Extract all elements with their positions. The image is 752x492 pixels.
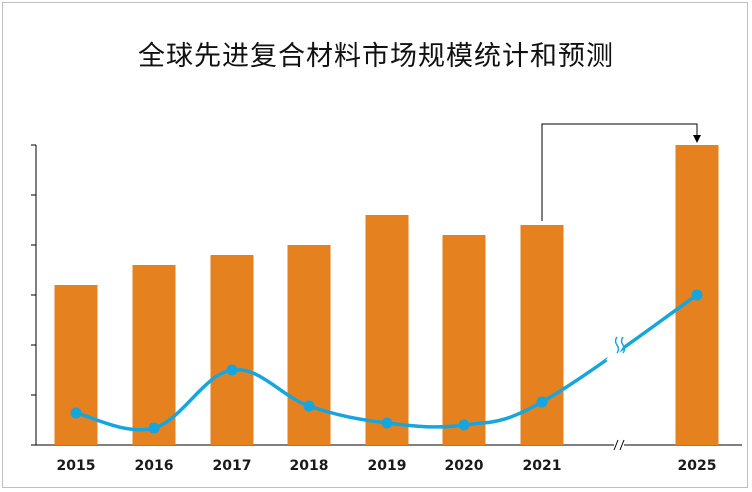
growth-connector [541, 123, 698, 221]
x-tick-label-2020: 2020 [445, 458, 484, 474]
line-point-2016 [148, 422, 160, 434]
bar-2021 [520, 225, 564, 445]
x-tick-label-2018: 2018 [290, 458, 329, 474]
line-point-2020 [458, 419, 470, 431]
chart-title: 全球先进复合材料市场规模统计和预测 [138, 41, 614, 72]
x-axis-break-mark [619, 439, 625, 451]
x-tick-label-2015: 2015 [57, 458, 96, 474]
arrowhead [693, 135, 701, 143]
x-tick-label-2025: 2025 [678, 458, 717, 474]
x-tick-label-2017: 2017 [213, 458, 252, 474]
line-point-2025 [691, 289, 703, 301]
x-axis-break-gap [614, 440, 624, 450]
line-break-mark-2 [620, 336, 626, 354]
bar-2018 [287, 245, 331, 445]
bar-2020 [442, 235, 486, 445]
bar-2019 [365, 215, 409, 445]
trend-line [74, 293, 699, 432]
bar-2016 [132, 265, 176, 445]
line-point-2021 [536, 396, 548, 408]
line-point-2019 [381, 417, 393, 429]
x-tick-label-2019: 2019 [368, 458, 407, 474]
line-point-2017 [226, 364, 238, 376]
bar-2015 [54, 285, 98, 445]
line-break-gap [606, 334, 628, 364]
x-tick-label-2016: 2016 [135, 458, 174, 474]
x-axis-break-mark [613, 439, 619, 451]
line-point-2015 [70, 407, 82, 419]
line-point-2018 [303, 400, 315, 412]
bar-2017 [210, 255, 254, 445]
x-tick-label-2021: 2021 [523, 458, 562, 474]
line-break-mark-1 [614, 336, 620, 354]
